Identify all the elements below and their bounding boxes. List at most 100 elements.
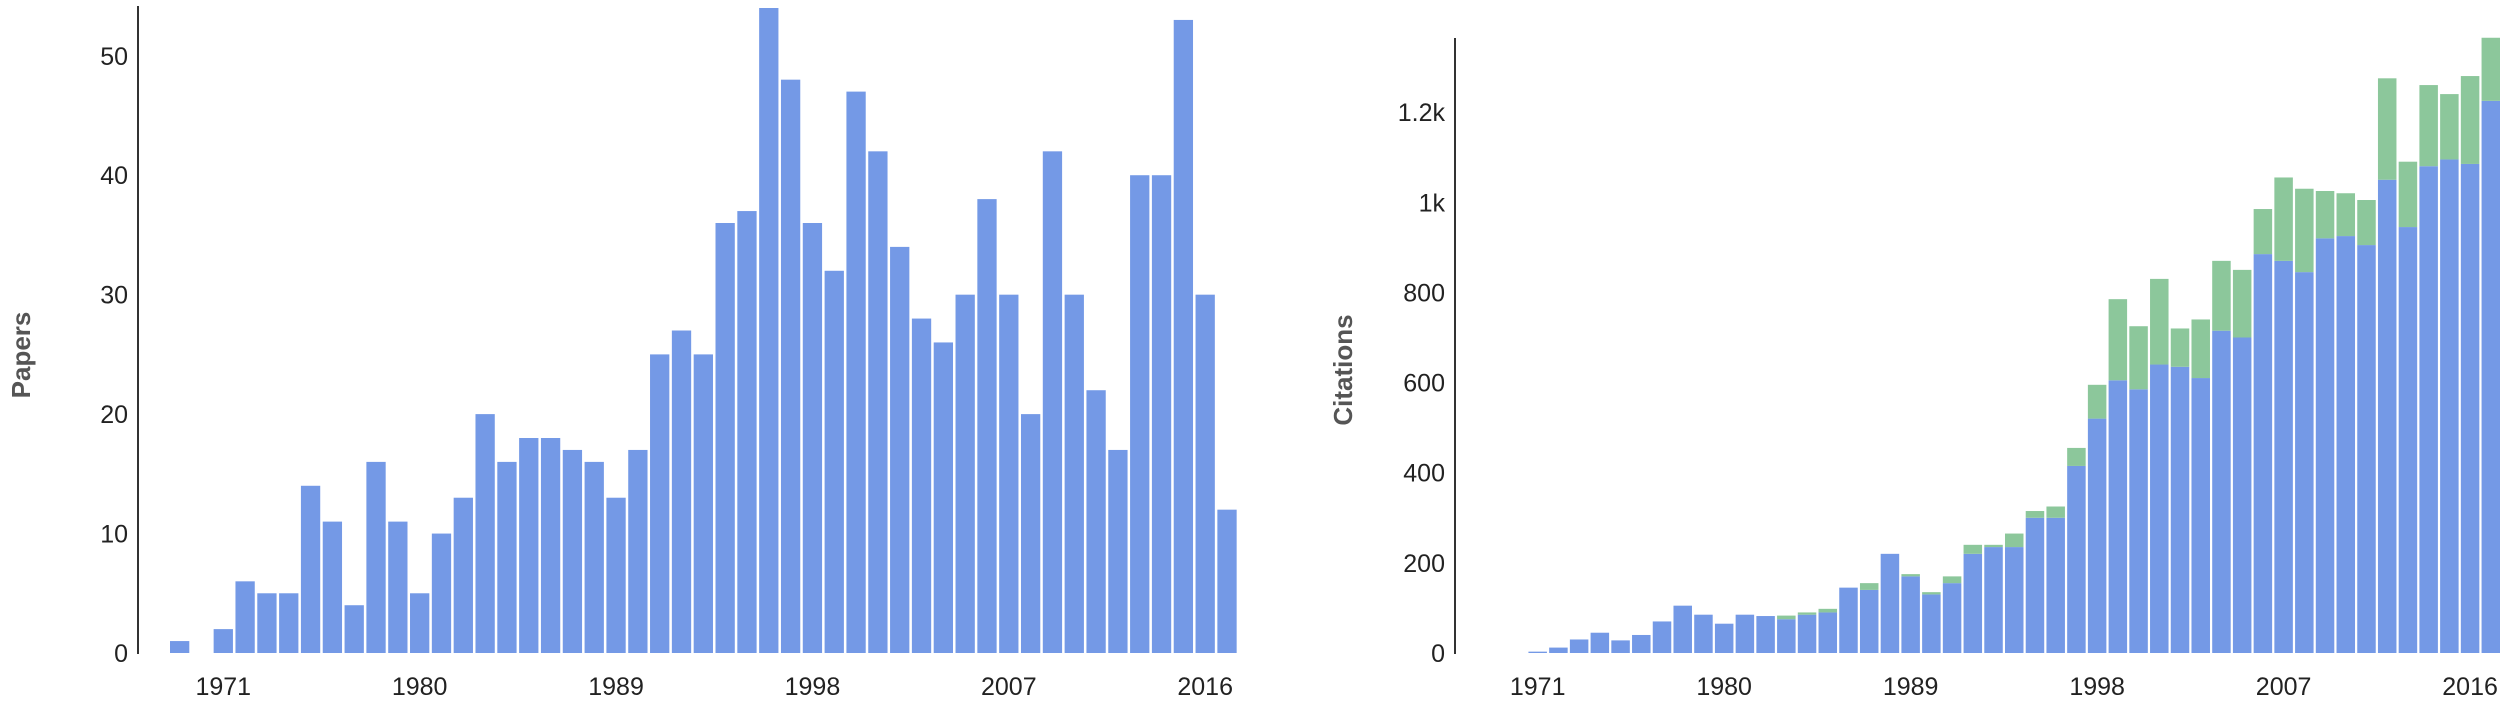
bar-primary: [257, 593, 277, 653]
bar-primary: [1756, 616, 1775, 653]
bar-primary: [1839, 587, 1858, 653]
bar-primary: [2315, 238, 2335, 653]
bar-secondary: [2253, 209, 2273, 255]
y-axis-label: Citations: [1328, 314, 1358, 425]
bar-primary: [1528, 651, 1547, 653]
bar-primary: [955, 294, 975, 653]
x-tick-label: 1998: [2069, 673, 2125, 701]
bar-primary: [497, 461, 517, 653]
bar-primary: [1217, 509, 1237, 653]
x-tick-label: 2016: [2442, 673, 2498, 701]
x-tick-label: 2016: [1177, 673, 1233, 701]
bar-secondary: [2212, 260, 2231, 331]
bar-primary: [2274, 260, 2293, 653]
bar-secondary: [1901, 574, 1920, 577]
bar-primary: [824, 270, 844, 653]
bar-primary: [693, 354, 713, 653]
x-tick-label: 2007: [2256, 673, 2312, 701]
bar-secondary: [1942, 576, 1962, 584]
bar-primary: [606, 497, 626, 653]
bar-primary: [1818, 612, 1838, 653]
bar-secondary: [2087, 384, 2107, 419]
bar-secondary: [2046, 506, 2065, 518]
bar-primary: [2129, 389, 2148, 653]
bar-primary: [1130, 175, 1150, 653]
bar-secondary: [2232, 269, 2252, 338]
bar-secondary: [2025, 511, 2045, 518]
bar-primary: [890, 246, 910, 653]
bar-primary: [2170, 366, 2190, 653]
bar-primary: [1777, 619, 1796, 653]
bar-primary: [2067, 465, 2086, 653]
bar-secondary: [2150, 278, 2169, 365]
bar-primary: [1195, 294, 1215, 653]
bar-primary: [650, 354, 670, 653]
x-tick-label: 1980: [392, 673, 448, 701]
bar-primary: [475, 414, 495, 653]
bar-secondary: [2481, 37, 2500, 101]
bar-secondary: [2377, 78, 2397, 180]
bar-primary: [519, 438, 539, 653]
bar-primary: [1611, 640, 1630, 653]
y-tick-label: 200: [1403, 550, 1445, 578]
x-tick-label: 1998: [785, 673, 841, 701]
x-tick-label: 1989: [588, 673, 644, 701]
x-tick-label: 1971: [195, 673, 251, 701]
bar-secondary: [1818, 608, 1838, 613]
bar-primary: [322, 521, 343, 653]
y-tick-label: 400: [1403, 460, 1445, 488]
y-tick-label: 50: [100, 43, 128, 71]
bar-secondary: [2295, 188, 2314, 273]
bar-primary: [300, 485, 321, 653]
bar-primary: [1108, 449, 1128, 653]
bar-secondary: [2440, 94, 2459, 160]
y-tick-label: 40: [100, 162, 128, 190]
bar-primary: [999, 294, 1019, 653]
y-tick-label: 30: [100, 282, 128, 310]
bar-secondary: [2170, 328, 2190, 367]
bar-secondary: [2108, 299, 2128, 381]
bar-secondary: [1859, 583, 1879, 590]
bar-primary: [540, 438, 561, 653]
bar-primary: [1880, 553, 1900, 653]
bar-secondary: [1963, 544, 1983, 554]
bar-primary: [1984, 547, 2003, 653]
y-tick-label: 800: [1403, 279, 1445, 307]
bar-primary: [170, 641, 190, 653]
bar-primary: [431, 533, 452, 653]
bar-primary: [1652, 621, 1672, 653]
bar-primary: [366, 461, 386, 653]
bar-secondary: [2067, 447, 2086, 466]
bar-primary: [2398, 227, 2418, 653]
bar-primary: [628, 449, 648, 653]
bar-secondary: [1922, 592, 1941, 595]
bar-secondary: [1984, 544, 2003, 548]
bar-primary: [2232, 337, 2252, 653]
bar-primary: [802, 223, 823, 653]
bar-secondary: [2336, 193, 2356, 237]
x-tick-label: 1971: [1510, 673, 1566, 701]
bar-primary: [933, 342, 953, 653]
bar-primary: [2046, 517, 2065, 653]
bar-primary: [846, 91, 866, 654]
y-tick-label: 0: [114, 640, 128, 668]
bar-primary: [2295, 272, 2314, 653]
bar-primary: [2150, 364, 2169, 653]
bar-primary: [2025, 517, 2045, 653]
bar-primary: [737, 211, 757, 653]
bar-primary: [1064, 294, 1084, 653]
bar-primary: [344, 605, 364, 653]
bar-primary: [2253, 254, 2273, 653]
y-tick-label: 0: [1431, 640, 1445, 668]
bar-primary: [2108, 380, 2128, 653]
bar-primary: [1673, 605, 1692, 653]
bar-primary: [1042, 151, 1063, 653]
bar-secondary: [2357, 200, 2376, 246]
y-tick-label: 20: [100, 401, 128, 429]
bar-primary: [1549, 647, 1568, 653]
bar-primary: [1086, 390, 1106, 653]
bar-primary: [2419, 166, 2438, 653]
bar-secondary: [1797, 612, 1817, 615]
bar-primary: [759, 8, 779, 653]
